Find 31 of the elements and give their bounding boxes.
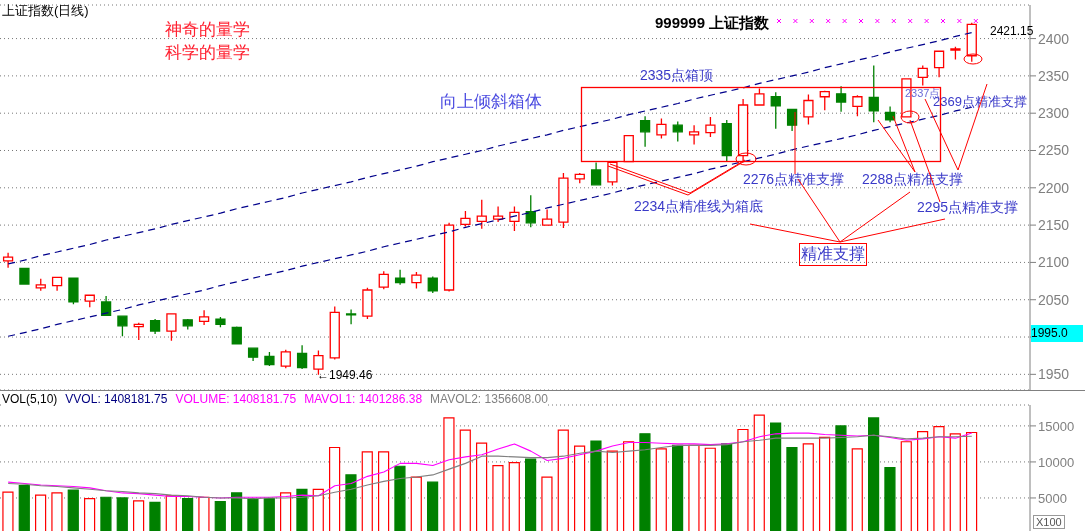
annotation: 2295点精准支撑 — [917, 199, 1019, 217]
y-tick-label: 2200 — [1038, 179, 1070, 196]
y-tick-label: 2350 — [1038, 67, 1070, 84]
annotation: 2234点精准线为箱底 — [634, 198, 764, 216]
y-tick-label: 2250 — [1038, 142, 1070, 159]
annotation: 999999 上证指数 — [655, 14, 770, 33]
annotation: VOL(5,10) — [2, 392, 58, 406]
annotation: 2335点箱顶 — [640, 67, 714, 85]
annotation: 2276点精准支撑 — [743, 171, 845, 189]
y-tick-label: 2400 — [1038, 30, 1070, 47]
y-axis-title: X100 — [1033, 515, 1065, 529]
annotation: VOLUME: 1408181.75 — [175, 392, 297, 406]
text: MAVOL1: 1401286.38 — [304, 392, 423, 406]
y-tick-label: 1950 — [1038, 366, 1070, 383]
text: 2421.15 — [990, 24, 1034, 38]
y-tick-label: 2300 — [1038, 105, 1070, 122]
annotation: 精准支撑 — [799, 243, 867, 266]
annotation: VVOL: 1408181.75 — [65, 392, 168, 406]
annotation: ←1949.46 — [317, 368, 373, 382]
y-tick-label: 2050 — [1038, 291, 1070, 308]
chart-title: 上证指数(日线) — [2, 2, 89, 20]
annotation: 向上倾斜箱体 — [440, 91, 542, 113]
annotation: 神奇的量学 — [165, 19, 250, 41]
text: MAVOL2: 1356608.00 — [430, 392, 548, 406]
y-tick-label: 5000 — [1038, 490, 1067, 506]
annotation: 科学的量学 — [165, 42, 250, 64]
y-tick-label: 15000 — [1038, 418, 1075, 434]
y-tick-label: 10000 — [1038, 454, 1075, 470]
y-tick-label: 2100 — [1038, 254, 1070, 271]
text: 1995.0 — [1031, 325, 1083, 342]
y-tick-label: 2150 — [1038, 217, 1070, 234]
